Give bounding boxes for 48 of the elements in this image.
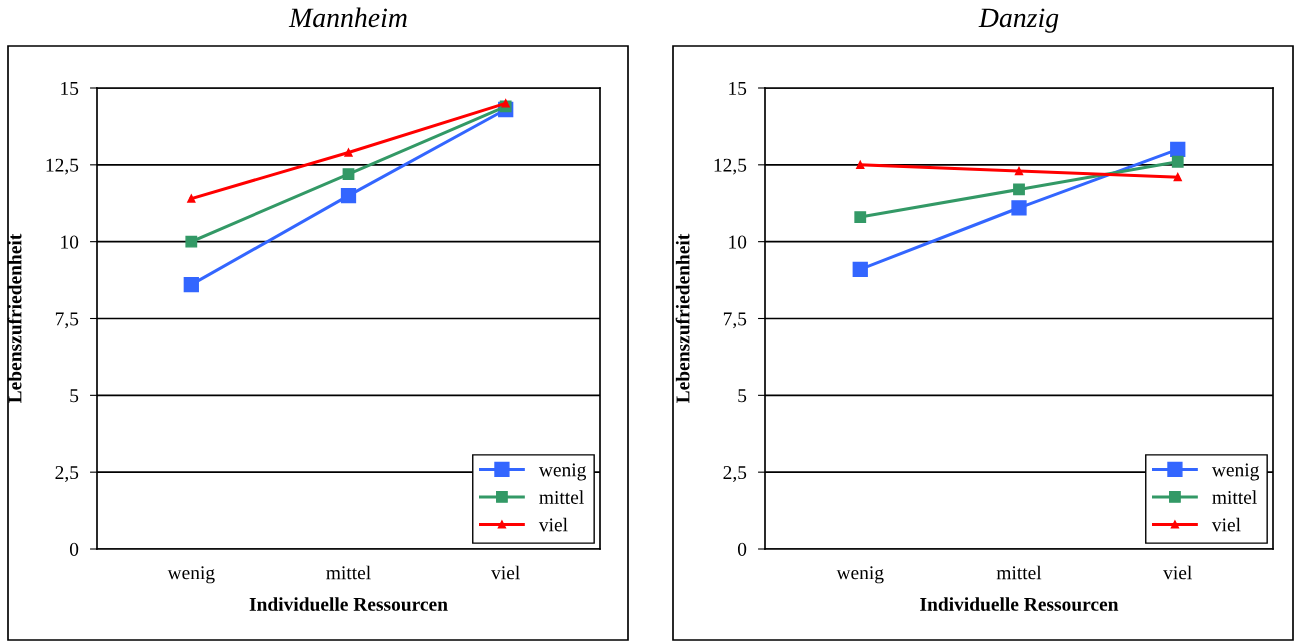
legend-label: mittel [1212, 490, 1257, 504]
y-tick-label: 12,5 [714, 158, 747, 175]
x-tick-label: mittel [326, 565, 371, 580]
x-axis-title: Individuelle Ressourcen [920, 597, 1119, 611]
point [1011, 200, 1027, 216]
y-tick-label: 15 [729, 81, 747, 95]
x-tick-label: viel [1163, 565, 1192, 580]
y-axis-title: Lebenszufriedenheit [675, 233, 690, 403]
x-tick-label: viel [491, 565, 520, 580]
legend-label: viel [1211, 517, 1241, 532]
point [183, 277, 199, 293]
point [340, 187, 357, 204]
y-tick-label: 10 [61, 235, 79, 249]
chart-title: Mannheim [288, 7, 407, 28]
y-tick-label: 0 [69, 542, 79, 556]
y-tick-label: 5 [738, 389, 747, 403]
x-tick-label: wenig [167, 566, 215, 584]
y-tick-label: 12,5 [46, 158, 79, 175]
point [501, 99, 510, 108]
point [1173, 172, 1182, 182]
y-tick-label: 7,5 [55, 312, 79, 329]
point [187, 194, 196, 203]
y-tick-label: 2,5 [723, 466, 747, 482]
legend-label: wenig [1211, 463, 1260, 481]
legend-label: viel [538, 517, 568, 532]
legend-label: wenig [538, 463, 587, 481]
y-tick-label: 15 [61, 81, 79, 95]
y-axis-title: Lebenszufriedenheit [7, 233, 22, 403]
y-tick-label: 7,5 [723, 312, 747, 329]
chart-title: Danzig [978, 8, 1059, 33]
point [185, 235, 198, 248]
y-tick-label: 2,5 [55, 466, 79, 482]
y-tick-label: 0 [737, 542, 747, 556]
point [856, 160, 865, 170]
y-tick-label: 10 [729, 235, 747, 249]
x-tick-label: mittel [996, 565, 1042, 580]
x-tick-label: wenig [836, 566, 884, 584]
y-tick-label: 5 [70, 389, 79, 403]
point [1013, 183, 1025, 196]
point [1014, 166, 1024, 176]
legend-label: mittel [539, 490, 584, 504]
point [1170, 141, 1186, 158]
point [852, 261, 868, 277]
point [1171, 155, 1184, 168]
x-axis-title: Individuelle Ressourcen [249, 597, 448, 611]
point [344, 148, 353, 157]
point [854, 211, 867, 223]
point [342, 168, 355, 180]
